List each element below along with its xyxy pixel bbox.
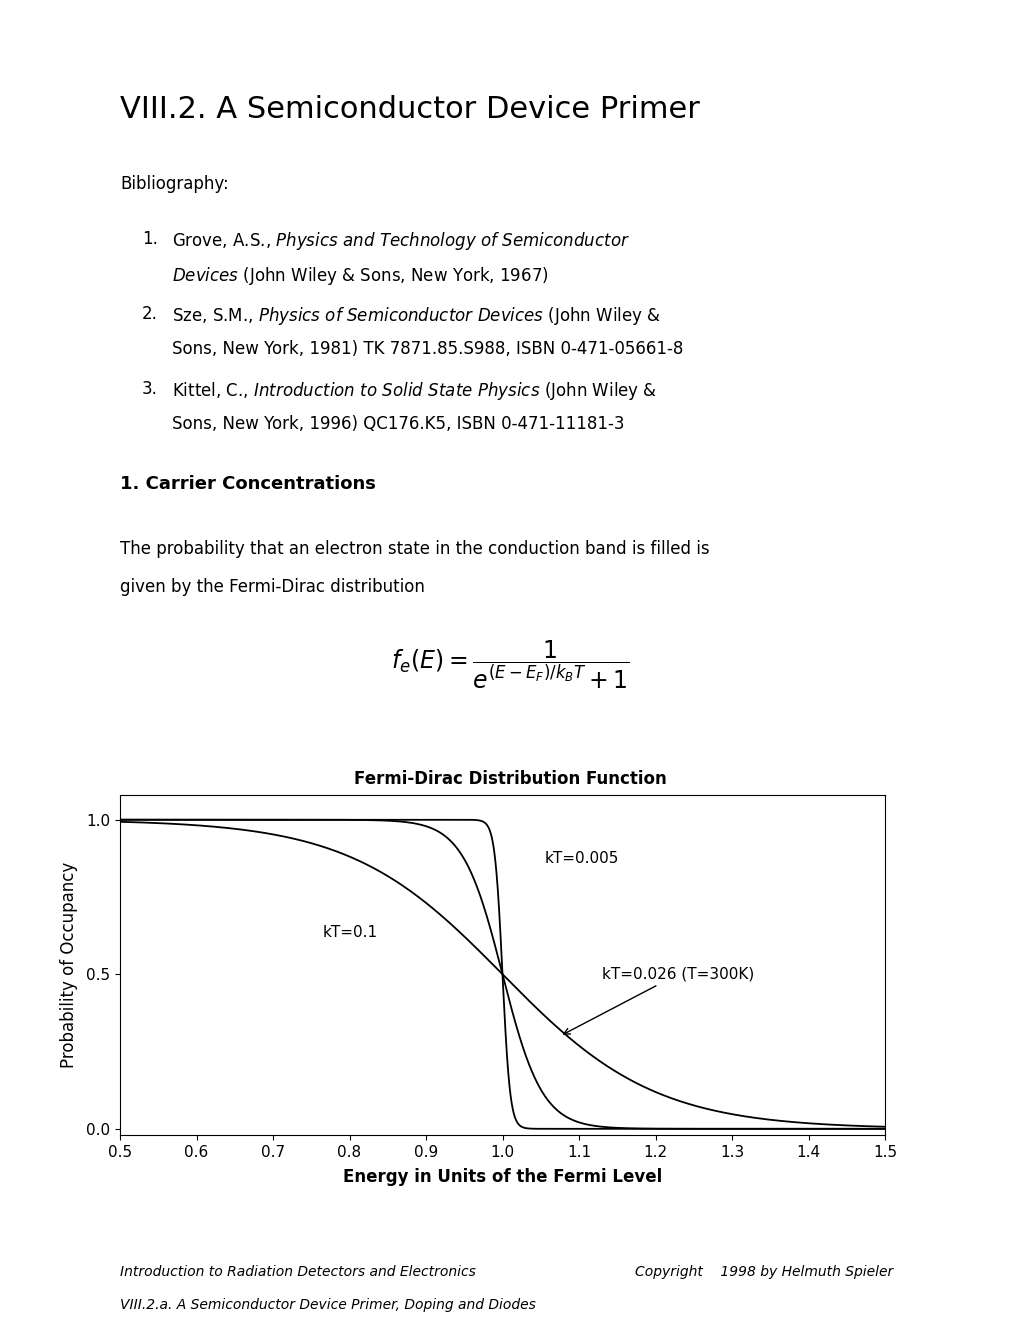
Text: Sze, S.M., $\mathit{Physics\ of\ Semiconductor\ Devices}$ (John Wiley &: Sze, S.M., $\mathit{Physics\ of\ Semicon… bbox=[172, 305, 660, 327]
Text: Fermi-Dirac Distribution Function: Fermi-Dirac Distribution Function bbox=[354, 770, 665, 788]
Text: kT=0.005: kT=0.005 bbox=[544, 851, 619, 866]
Text: Sons, New York, 1996) QC176.K5, ISBN 0-471-11181-3: Sons, New York, 1996) QC176.K5, ISBN 0-4… bbox=[172, 414, 624, 433]
Text: $f_e(E) = \dfrac{1}{e^{(E-E_F)/k_BT}+1}$: $f_e(E) = \dfrac{1}{e^{(E-E_F)/k_BT}+1}$ bbox=[390, 639, 629, 692]
Text: Introduction to Radiation Detectors and Electronics: Introduction to Radiation Detectors and … bbox=[120, 1265, 476, 1279]
Text: 3.: 3. bbox=[142, 380, 158, 399]
Text: kT=0.1: kT=0.1 bbox=[322, 925, 377, 940]
Text: 1.: 1. bbox=[142, 230, 158, 248]
Text: 1. Carrier Concentrations: 1. Carrier Concentrations bbox=[120, 475, 376, 492]
Text: Bibliography:: Bibliography: bbox=[120, 176, 228, 193]
Text: Kittel, C., $\mathit{Introduction\ to\ Solid\ State\ Physics}$ (John Wiley &: Kittel, C., $\mathit{Introduction\ to\ S… bbox=[172, 380, 657, 403]
Text: Grove, A.S., $\mathit{Physics\ and\ Technology\ of\ Semiconductor}$: Grove, A.S., $\mathit{Physics\ and\ Tech… bbox=[172, 230, 630, 252]
Text: The probability that an electron state in the conduction band is filled is: The probability that an electron state i… bbox=[120, 540, 709, 558]
Text: given by the Fermi-Dirac distribution: given by the Fermi-Dirac distribution bbox=[120, 578, 425, 597]
Text: VIII.2.a. A Semiconductor Device Primer, Doping and Diodes: VIII.2.a. A Semiconductor Device Primer,… bbox=[120, 1298, 535, 1312]
Text: VIII.2. A Semiconductor Device Primer: VIII.2. A Semiconductor Device Primer bbox=[120, 95, 699, 124]
Text: $\mathit{Devices}$ (John Wiley & Sons, New York, 1967): $\mathit{Devices}$ (John Wiley & Sons, N… bbox=[172, 265, 548, 286]
Text: 2.: 2. bbox=[142, 305, 158, 323]
X-axis label: Energy in Units of the Fermi Level: Energy in Units of the Fermi Level bbox=[342, 1168, 661, 1187]
Y-axis label: Probability of Occupancy: Probability of Occupancy bbox=[60, 862, 77, 1068]
Text: Sons, New York, 1981) TK 7871.85.S988, ISBN 0-471-05661-8: Sons, New York, 1981) TK 7871.85.S988, I… bbox=[172, 341, 683, 358]
Text: kT=0.026 (T=300K): kT=0.026 (T=300K) bbox=[564, 966, 753, 1034]
Text: Copyright    1998 by Helmuth Spieler: Copyright 1998 by Helmuth Spieler bbox=[635, 1265, 893, 1279]
